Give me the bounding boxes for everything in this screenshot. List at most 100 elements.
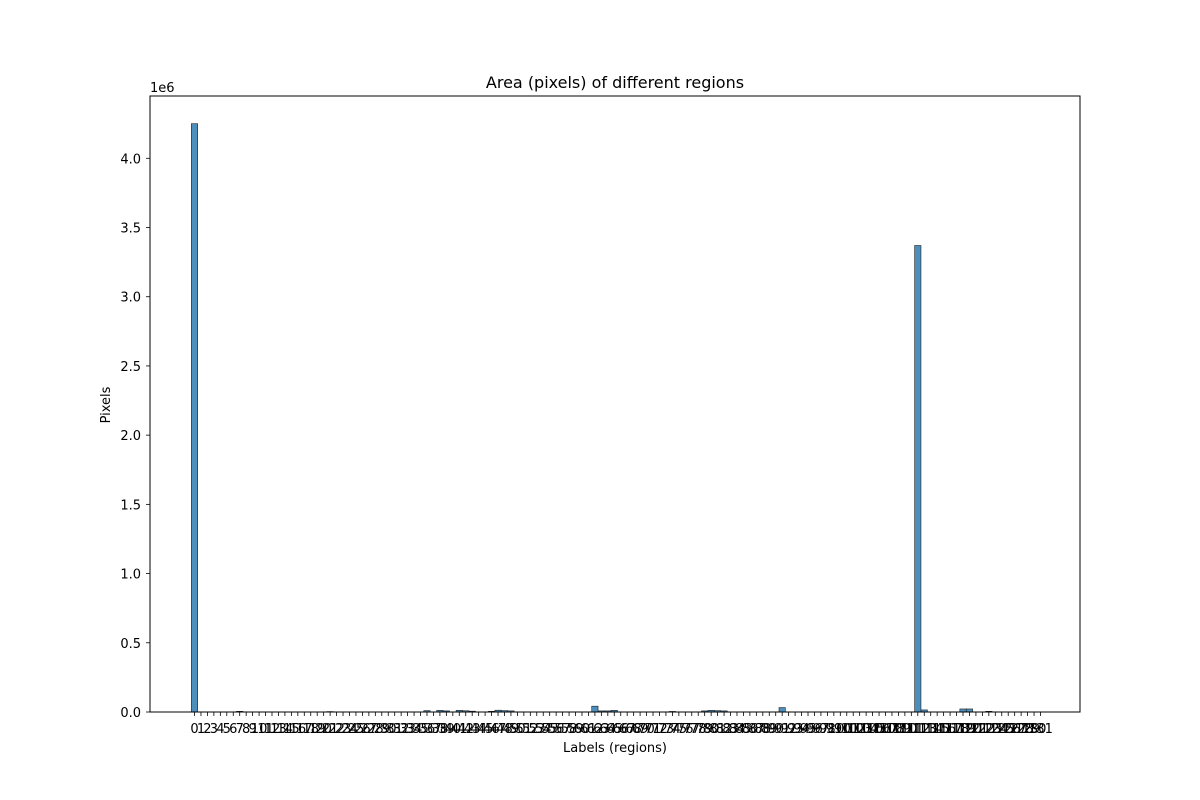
bar-62 [591,705,599,713]
x-tick-label: 28 [367,722,384,737]
x-tick-label: 79 [696,722,713,737]
x-tick-label: 30 [380,722,397,737]
x-tick-label: 102 [841,722,866,737]
x-tick-label: 57 [554,722,571,737]
x-tick-label: 110 [892,722,917,737]
x-tick-label: 124 [983,722,1008,737]
x-tick-label: 117 [938,722,963,737]
x-tick-label: 128 [1009,722,1034,737]
x-tick-label: 40 [445,722,462,737]
x-tick-label: 22 [328,722,345,737]
x-tick-label: 38 [432,722,449,737]
y-ticks-group: 0.0 0.5 1.0 1.5 2.0 2.5 3.0 3.5 4.0 [120,152,150,721]
x-tick-label: 101 [834,722,859,737]
plot-frame [149,95,1081,713]
x-tick-label: 5 [223,722,231,737]
x-tick-label: 103 [847,722,872,737]
x-tick-label: 131 [1028,722,1053,737]
x-tick-label: 20 [315,722,332,737]
x-tick-label: 17 [296,722,313,737]
x-tick-label: 33 [399,722,416,737]
x-tick-label: 125 [989,722,1014,737]
x-tick-label: 105 [860,722,885,737]
x-tick-label: 36 [419,722,436,737]
x-tick-label: 2 [203,722,211,737]
x-tick-label: 43 [464,722,481,737]
x-tick-label: 34 [406,722,423,737]
y-tick-label: 4.0 [120,152,141,167]
x-tick-label: 96 [806,722,823,737]
x-tick-label: 115 [925,722,950,737]
x-tick-label: 10 [251,722,268,737]
y-tick-label: 2.5 [120,360,141,375]
x-tick-label: 42 [457,722,474,737]
y-tick-label: 1.5 [120,498,141,513]
x-tick-label: 27 [361,722,378,737]
x-tick-label: 121 [964,722,989,737]
x-tick-label: 89 [761,722,778,737]
x-tick-label: 13 [270,722,287,737]
x-tick-label: 109 [886,722,911,737]
x-tick-label: 91 [774,722,791,737]
x-tick-label: 37 [425,722,442,737]
x-tick-label: 104 [854,722,879,737]
x-tick-label: 18 [302,722,319,737]
x-tick-label: 24 [341,722,358,737]
x-tick-label: 129 [1015,722,1040,737]
x-tick-label: 7 [236,722,244,737]
y-tick-label: 3.0 [120,291,141,306]
x-tick-label: 14 [277,722,294,737]
x-tick-label: 61 [580,722,597,737]
x-tick-label: 58 [561,722,578,737]
y-tick-label: 0.0 [120,706,141,721]
y-tick-label: 1.0 [120,568,141,583]
x-tick-label: 25 [348,722,365,737]
x-tick-label: 69 [632,722,649,737]
x-tick-label: 71 [645,722,662,737]
x-tick-label: 19 [309,722,326,737]
x-tick-label: 4 [216,722,224,737]
x-tick-label: 77 [683,722,700,737]
x-tick-label: 122 [970,722,995,737]
x-tick-label: 87 [748,722,765,737]
x-tick-label: 90 [767,722,784,737]
x-tick-label: 94 [793,722,810,737]
x-tick-label: 67 [619,722,636,737]
x-tick-label: 82 [716,722,733,737]
x-tick-label: 65 [606,722,623,737]
x-tick-label: 41 [451,722,468,737]
x-tick-label: 120 [957,722,982,737]
x-tick-label: 6 [229,722,237,737]
x-tick-label: 54 [535,722,552,737]
x-tick-label: 66 [612,722,629,737]
x-tick-label: 16 [290,722,307,737]
y-tick-label: 0.5 [120,637,141,652]
x-tick-label: 73 [658,722,675,737]
x-tick-label: 108 [880,722,905,737]
bar-91 [778,707,786,713]
x-tick-label: 95 [800,722,817,737]
x-tick-label: 59 [567,722,584,737]
x-tick-label: 48 [496,722,513,737]
x-tick-label: 98 [819,722,836,737]
x-tick-label: 81 [709,722,726,737]
x-tick-label: 106 [867,722,892,737]
y-axis-label: Pixels [99,386,114,423]
x-tick-label: 68 [625,722,642,737]
x-tick-label: 21 [322,722,339,737]
x-tick-label: 123 [976,722,1001,737]
bar-0 [191,123,198,713]
x-tick-label: 100 [828,722,853,737]
x-tick-label: 126 [996,722,1021,737]
x-tick-label: 9 [248,722,256,737]
x-tick-label: 29 [374,722,391,737]
x-tick-label: 75 [671,722,688,737]
x-tick-label: 26 [354,722,371,737]
x-tick-label: 55 [541,722,558,737]
x-tick-label: 97 [813,722,830,737]
x-tick-label: 31 [386,722,403,737]
bar-112 [914,245,922,713]
x-tick-label: 99 [826,722,843,737]
x-tick-label: 3 [210,722,218,737]
